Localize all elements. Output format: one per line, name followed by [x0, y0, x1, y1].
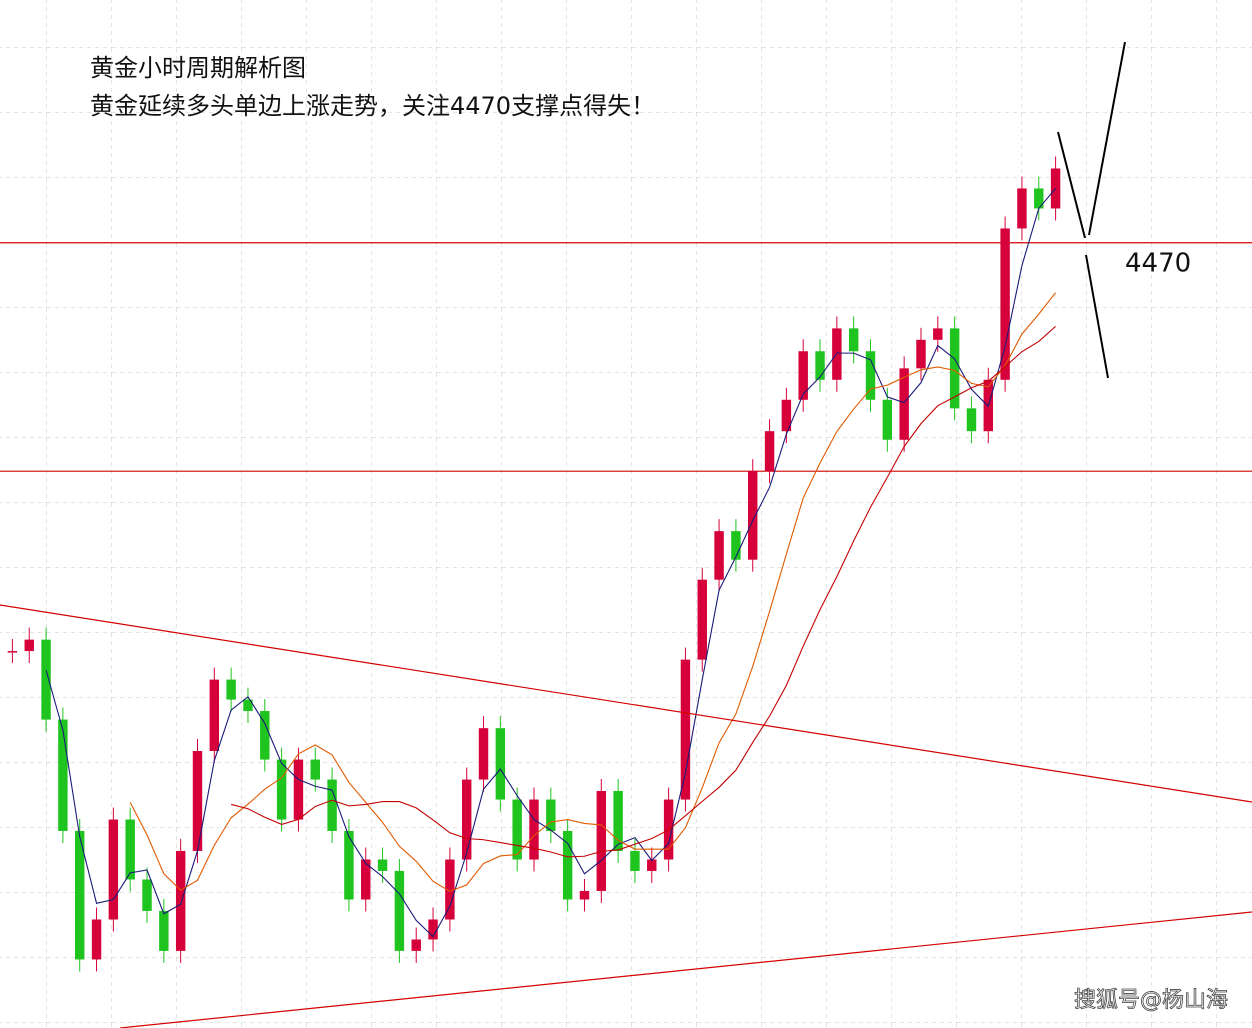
candle-body: [175, 850, 186, 951]
candle-body: [882, 399, 893, 440]
candle-body: [1034, 188, 1044, 209]
candle-body: [7, 651, 18, 653]
candle-body: [361, 859, 371, 900]
candle-body: [848, 328, 859, 352]
candle-body: [697, 579, 707, 660]
candle-body: [714, 531, 724, 580]
chart-subtitle: 黄金延续多头单边上涨走势，关注4470支撑点得失！: [90, 92, 655, 120]
candle-body: [41, 639, 51, 720]
candle-body: [764, 431, 775, 472]
candle-body: [209, 679, 220, 752]
candle-body: [512, 799, 522, 860]
candle-body: [966, 408, 977, 432]
watermark: 搜狐号@杨山海: [1074, 988, 1228, 1013]
candle-body: [781, 399, 792, 432]
candle-body: [478, 728, 489, 780]
arrow-line: [1088, 41, 1126, 236]
candle-body: [495, 728, 506, 800]
candle-body: [24, 639, 34, 652]
candle-body: [933, 328, 943, 340]
candle-body: [327, 779, 337, 831]
candle-body: [529, 799, 539, 860]
candle-body: [58, 719, 68, 831]
candle-body: [293, 759, 304, 820]
candle-body: [142, 879, 152, 911]
candle-body: [260, 711, 270, 760]
candle-body: [75, 830, 85, 960]
candle-body: [916, 339, 926, 369]
candle-body: [243, 699, 253, 712]
candle-body: [428, 919, 438, 940]
candle-body: [192, 751, 203, 851]
candle-body: [394, 870, 405, 951]
trendline: [119, 911, 1252, 1028]
candle-body: [562, 830, 573, 900]
candle-body: [815, 351, 825, 380]
candle-body: [411, 939, 421, 951]
candle-body: [680, 659, 691, 800]
candle-body: [596, 790, 607, 891]
candle-body: [1050, 168, 1061, 209]
candle-body: [798, 351, 808, 400]
candle-body: [226, 679, 236, 700]
moving-average: [231, 325, 1056, 858]
candle-body: [344, 830, 354, 900]
moving-average: [45, 188, 1057, 938]
candle-body: [125, 819, 135, 880]
candle-body: [1017, 188, 1027, 229]
arrow-line: [1057, 131, 1086, 239]
candle-body: [731, 531, 741, 560]
level-label: 4470: [1125, 249, 1191, 279]
candle-body: [630, 850, 640, 871]
candle-body: [461, 779, 472, 860]
candle-body: [613, 790, 623, 851]
candle-body: [865, 351, 876, 400]
trendline: [0, 604, 1252, 803]
plot: [0, 156, 1252, 972]
candle-body: [899, 368, 909, 440]
candle-body: [159, 910, 169, 951]
candle-body: [276, 759, 287, 820]
candle-body: [1000, 228, 1010, 380]
candle-body: [647, 859, 657, 871]
candle-body: [377, 859, 388, 871]
chart-title: 黄金小时周期解析图: [90, 54, 306, 82]
candle-body: [546, 799, 556, 831]
candle-body: [108, 819, 119, 920]
candle-body: [310, 759, 320, 780]
arrow-line: [1085, 254, 1109, 379]
moving-average: [129, 292, 1057, 892]
candle-body: [91, 919, 102, 960]
candle-body: [748, 471, 758, 560]
candle-body: [445, 859, 455, 920]
candle-body: [949, 328, 960, 409]
candle-body: [579, 890, 590, 900]
